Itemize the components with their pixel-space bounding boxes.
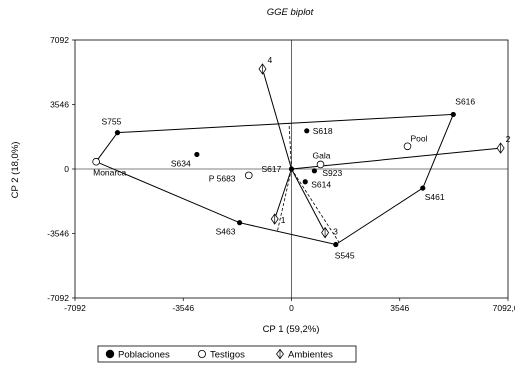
point-label: 2 — [506, 134, 511, 144]
point-s617 — [288, 166, 295, 172]
sector-divider-line — [291, 168, 340, 243]
point-label: S614 — [311, 180, 331, 190]
legend-item-label: Testigos — [210, 350, 245, 361]
point-s545 — [333, 241, 339, 248]
point-s618 — [304, 128, 310, 134]
point-s923 — [311, 168, 317, 174]
environment-point-3 — [321, 226, 330, 239]
point-label: S618 — [313, 126, 333, 136]
environment-vector-2 — [291, 147, 501, 170]
point-label: S616 — [455, 96, 475, 106]
y-tick-label: -3546 — [47, 229, 69, 239]
point-pool — [403, 142, 412, 151]
point-label: Pool — [411, 133, 428, 143]
legend-marker-open-circle — [197, 349, 206, 358]
sector-divider-line — [276, 168, 292, 232]
convex-hull-polygon — [95, 113, 455, 246]
point-p-5683 — [244, 171, 253, 180]
point-label: S463 — [216, 227, 236, 237]
legend-box — [97, 345, 357, 363]
point-label: 1 — [281, 215, 286, 225]
legend-item-label: Poblaciones — [118, 350, 170, 361]
point-label: 3 — [333, 227, 338, 237]
point-monarca — [92, 157, 100, 166]
point-s755 — [114, 130, 121, 136]
y-tick-label: 7092 — [50, 35, 69, 45]
point-label: S755 — [101, 117, 121, 127]
x-tick-label: 7092,00 — [493, 303, 515, 313]
point-s463 — [237, 220, 243, 226]
point-label: S461 — [425, 192, 445, 202]
point-label: P 5683 — [209, 173, 236, 183]
y-axis-label: CP 2 (18,0%) — [10, 142, 21, 199]
point-s614 — [302, 179, 308, 185]
point-s634 — [194, 151, 200, 158]
environment-point-4 — [258, 63, 267, 75]
legend: Poblaciones Testigos Ambientes — [97, 345, 357, 363]
point-gala — [316, 160, 325, 169]
x-tick-label: 3546 — [390, 303, 409, 313]
point-label: S545 — [335, 250, 355, 260]
environment-vector-4 — [262, 68, 292, 170]
x-axis-label: CP 1 (59,2%) — [263, 324, 320, 335]
x-tick-label: -7092 — [64, 303, 86, 313]
y-tick-label: -7092 — [47, 293, 69, 303]
chart-title: GGE biplot — [267, 7, 314, 18]
y-tick-label: 0 — [64, 164, 69, 174]
environment-point-2 — [496, 142, 505, 154]
environment-point-1 — [270, 213, 279, 225]
point-label: 4 — [267, 55, 272, 65]
environment-vector-1 — [274, 168, 292, 220]
legend-item-label: Ambientes — [288, 350, 333, 361]
x-tick-label: 0 — [289, 303, 294, 313]
y-tick-label: 3546 — [50, 100, 69, 110]
point-label: S923 — [322, 168, 342, 178]
point-label: Gala — [313, 150, 331, 160]
point-label: S617 — [262, 164, 282, 174]
point-label: Monarca — [93, 168, 126, 178]
sector-divider-line — [288, 123, 292, 170]
point-s616 — [450, 111, 456, 118]
environment-vector-3 — [291, 168, 326, 233]
point-label: S634 — [171, 158, 191, 168]
point-s461 — [420, 185, 426, 191]
legend-marker-filled-circle — [105, 349, 115, 359]
x-tick-label: -3546 — [172, 303, 194, 313]
